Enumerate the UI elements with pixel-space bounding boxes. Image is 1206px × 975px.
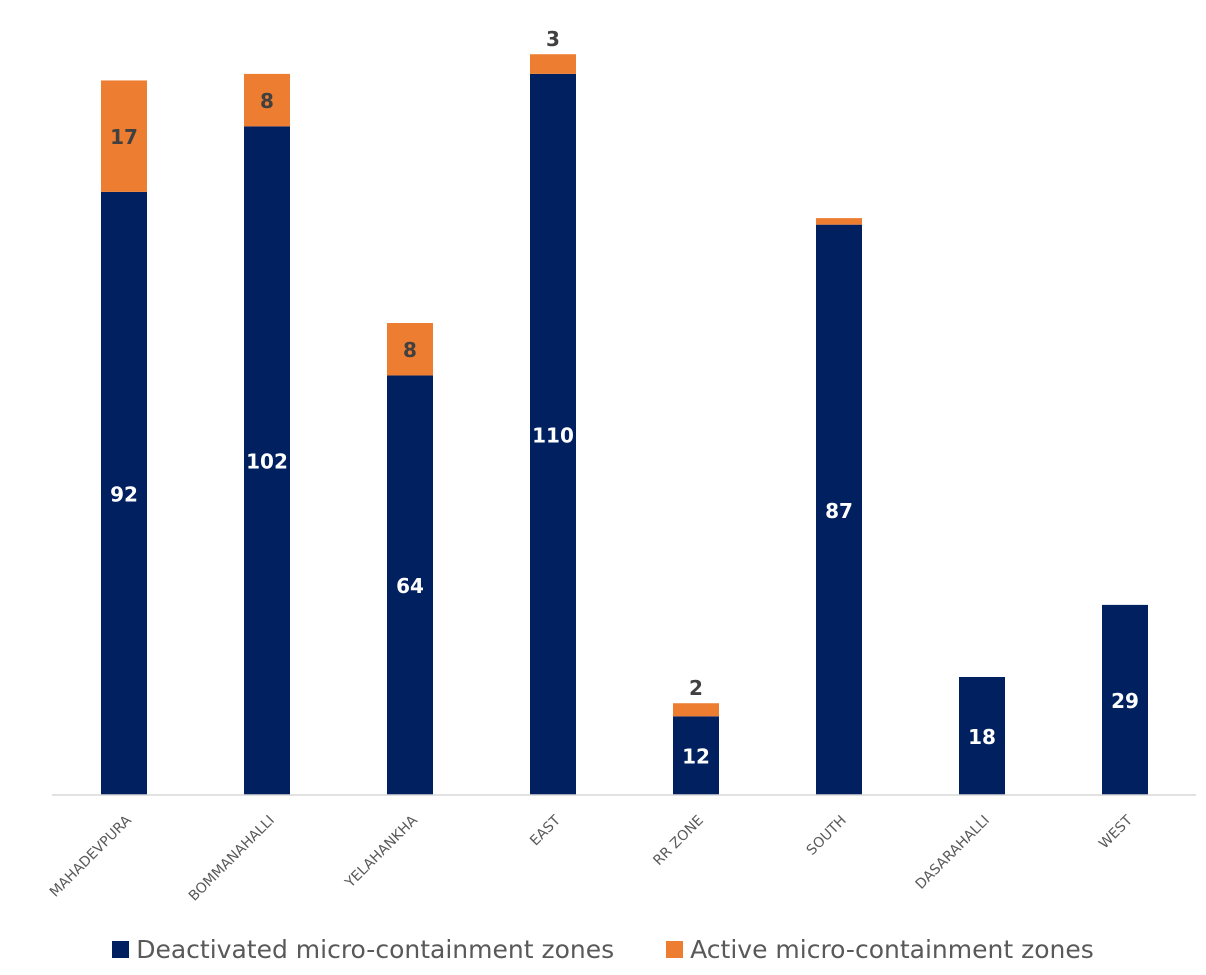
legend-label-deactivated: Deactivated micro-containment zones bbox=[136, 934, 615, 964]
legend-swatch-deactivated bbox=[112, 940, 130, 958]
x-tick-label-bommanahalli: BOMMANAHALLI bbox=[186, 813, 278, 905]
bar-active-yelahankha bbox=[387, 323, 433, 376]
x-tick-label-mahadevpura: MAHADEVPURA bbox=[47, 812, 135, 900]
bar-active-bommanahalli bbox=[244, 73, 290, 127]
data-label-deactivated-dasarahalli: 18 bbox=[968, 725, 996, 749]
legend-swatch-active bbox=[666, 940, 684, 958]
legend: Deactivated micro-containment zones Acti… bbox=[0, 929, 1206, 969]
legend-item-deactivated: Deactivated micro-containment zones bbox=[112, 935, 614, 964]
bar-active-mahadevpura bbox=[101, 80, 147, 192]
data-label-active-yelahankha: 8 bbox=[403, 338, 417, 362]
bar-deactivated-mahadevpura bbox=[101, 191, 147, 795]
bar-deactivated-dasarahalli bbox=[959, 677, 1005, 795]
x-tick-label-south: SOUTH bbox=[804, 813, 850, 859]
bar-active-rr-zone bbox=[673, 703, 719, 717]
bar-active-east bbox=[530, 54, 576, 74]
x-tick-label-yelahankha: YELAHANKHA bbox=[342, 812, 421, 891]
data-label-active-bommanahalli: 8 bbox=[260, 89, 274, 113]
x-tick-label-dasarahalli: DASARAHALLI bbox=[913, 813, 993, 893]
x-tick-labels-group: MAHADEVPURA BOMMANAHALLI YELAHANKHA EAST RR … bbox=[47, 812, 1136, 904]
data-label-active-east: 3 bbox=[546, 27, 560, 51]
bars-group bbox=[101, 54, 1148, 796]
data-label-deactivated-bommanahalli: 102 bbox=[246, 450, 288, 474]
data-label-deactivated-yelahankha: 64 bbox=[396, 574, 424, 598]
data-label-deactivated-east: 110 bbox=[532, 423, 574, 447]
data-label-active-rr-zone: 2 bbox=[689, 676, 703, 700]
value-labels-group: 92 17 102 8 64 8 110 3 12 2 87 18 29 bbox=[110, 27, 1139, 768]
bar-deactivated-east bbox=[530, 73, 576, 795]
x-tick-label-east: EAST bbox=[527, 812, 564, 849]
x-tick-label-rr-zone: RR ZONE bbox=[650, 813, 706, 869]
data-label-deactivated-mahadevpura: 92 bbox=[110, 482, 138, 506]
bar-deactivated-bommanahalli bbox=[244, 126, 290, 796]
bar-deactivated-rr-zone bbox=[673, 716, 719, 795]
stacked-bar-chart: 92 17 102 8 64 8 110 3 12 2 87 18 29 MAHADEVPURA BOMM… bbox=[47, 27, 1196, 904]
bar-deactivated-west bbox=[1102, 604, 1148, 795]
bar-deactivated-south bbox=[816, 224, 862, 795]
data-label-deactivated-west: 29 bbox=[1111, 689, 1139, 713]
data-label-deactivated-rr-zone: 12 bbox=[682, 745, 710, 769]
legend-item-active: Active micro-containment zones bbox=[666, 935, 1094, 964]
bar-deactivated-yelahankha bbox=[387, 375, 433, 795]
x-tick-label-west: WEST bbox=[1096, 812, 1136, 852]
data-label-active-mahadevpura: 17 bbox=[110, 125, 138, 149]
data-label-deactivated-south: 87 bbox=[825, 499, 853, 523]
bar-active-south bbox=[816, 218, 862, 225]
legend-label-active: Active micro-containment zones bbox=[690, 934, 1094, 964]
